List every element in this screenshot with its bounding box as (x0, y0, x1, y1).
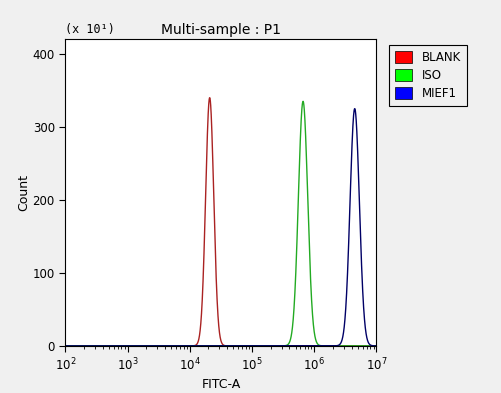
MIEF1 (264, 343, 270, 348)
ISO (318, 343, 324, 348)
X-axis label: FITC-A: FITC-A (201, 378, 240, 391)
MIEF1 (119, 343, 125, 348)
Line: ISO: ISO (65, 101, 376, 346)
Line: MIEF1: MIEF1 (65, 108, 376, 346)
BLANK (362, 343, 368, 348)
ISO (248, 343, 255, 348)
MIEF1 (248, 343, 255, 348)
Line: BLANK: BLANK (65, 98, 376, 346)
BLANK (119, 343, 125, 348)
ISO (264, 343, 270, 348)
BLANK (62, 343, 68, 348)
MIEF1 (318, 343, 324, 348)
BLANK (206, 95, 212, 100)
BLANK (373, 343, 379, 348)
MIEF1 (351, 106, 357, 111)
ISO (300, 99, 306, 104)
ISO (62, 343, 68, 348)
Title: Multi-sample : P1: Multi-sample : P1 (160, 23, 281, 37)
Y-axis label: Count: Count (17, 174, 30, 211)
Legend: BLANK, ISO, MIEF1: BLANK, ISO, MIEF1 (388, 45, 466, 106)
ISO (181, 343, 187, 348)
ISO (294, 223, 300, 228)
BLANK (294, 343, 300, 348)
MIEF1 (62, 343, 68, 348)
MIEF1 (373, 343, 379, 348)
ISO (119, 343, 125, 348)
Text: (x 10¹): (x 10¹) (65, 23, 115, 36)
BLANK (248, 343, 255, 348)
MIEF1 (294, 343, 300, 348)
BLANK (264, 343, 270, 348)
MIEF1 (181, 343, 187, 348)
ISO (373, 343, 379, 348)
BLANK (181, 343, 187, 348)
BLANK (318, 343, 324, 348)
